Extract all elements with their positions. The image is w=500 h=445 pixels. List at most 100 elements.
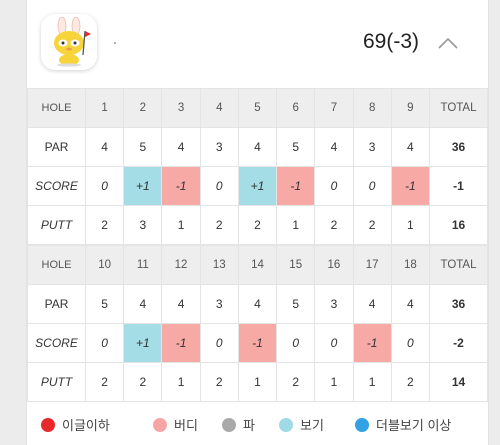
- player-avatar: [41, 14, 97, 70]
- legend-dot-icon: [41, 417, 55, 432]
- par-value: 5: [276, 127, 316, 167]
- putt-value: 2: [237, 205, 278, 245]
- par-value: 4: [161, 284, 201, 324]
- par-total: 36: [429, 284, 488, 324]
- score-value: 0: [276, 323, 316, 363]
- par-value: 3: [199, 127, 239, 167]
- score-value: 0: [314, 323, 354, 363]
- putt-value: 2: [84, 205, 125, 245]
- total-label: TOTAL: [429, 245, 488, 285]
- putt-value: 2: [352, 205, 392, 245]
- score-value-birdie: -1: [237, 323, 278, 363]
- rabbit-golfer-avatar-icon: [54, 17, 91, 67]
- par-label: PAR: [27, 127, 86, 167]
- legend-label: 버디: [174, 418, 198, 433]
- putt-total: 14: [429, 362, 488, 402]
- par-label: PAR: [27, 284, 86, 324]
- putt-value: 3: [123, 205, 163, 245]
- score-label: SCORE: [27, 166, 86, 206]
- score-value: 0: [199, 323, 239, 363]
- legend-dot-icon: [355, 417, 369, 432]
- legend-item-double-bogey: 더블보기 이상: [355, 415, 451, 434]
- putt-label: PUTT: [27, 362, 86, 402]
- putt-value: 1: [390, 205, 431, 245]
- par-total: 36: [429, 127, 488, 167]
- putt-value: 2: [276, 362, 316, 402]
- hole-row: HOLE 1 2 3 4 5 6 7 8 9 TOTAL: [27, 88, 488, 128]
- putt-value: 1: [237, 362, 278, 402]
- score-value-birdie: -1: [390, 166, 431, 206]
- score-value-birdie: -1: [161, 323, 201, 363]
- par-value: 3: [314, 284, 354, 324]
- putt-value: 2: [314, 205, 354, 245]
- par-value: 4: [123, 284, 163, 324]
- hole-number: 8: [352, 88, 392, 128]
- total-label: TOTAL: [429, 88, 488, 128]
- hole-number: 13: [199, 245, 239, 285]
- legend-item-birdie: 버디: [153, 415, 198, 434]
- putt-value: 2: [390, 362, 431, 402]
- par-value: 4: [390, 127, 431, 167]
- score-value: 0: [352, 166, 392, 206]
- score-label: SCORE: [27, 323, 86, 363]
- score-row: SCORE 0 +1 -1 0 +1 -1 0 0 -1 -1: [27, 166, 488, 206]
- hole-number: 11: [123, 245, 163, 285]
- hole-number: 16: [314, 245, 354, 285]
- hole-label: HOLE: [27, 245, 86, 285]
- hole-number: 18: [390, 245, 431, 285]
- putt-label: PUTT: [27, 205, 86, 245]
- putt-total: 16: [429, 205, 488, 245]
- putt-value: 2: [199, 362, 239, 402]
- putt-value: 1: [161, 362, 201, 402]
- score-value-bogey: +1: [237, 166, 278, 206]
- hole-number: 3: [161, 88, 201, 128]
- legend-item-bogey: 보기: [279, 415, 324, 434]
- putt-row: PUTT 2 3 1 2 2 1 2 2 1 16: [27, 205, 488, 245]
- back-nine-table: HOLE 10 11 12 13 14 15 16 17 18 TOTAL PA…: [27, 245, 488, 402]
- legend-label: 더블보기 이상: [376, 418, 452, 433]
- legend-label: 이글이하: [62, 418, 110, 433]
- dot-mark: [114, 42, 116, 44]
- putt-value: 1: [352, 362, 392, 402]
- score-value: 0: [314, 166, 354, 206]
- par-value: 4: [237, 127, 278, 167]
- putt-value: 2: [123, 362, 163, 402]
- putt-row: PUTT 2 2 1 2 1 2 1 1 2 14: [27, 362, 488, 402]
- hole-number: 4: [199, 88, 239, 128]
- chevron-up-icon[interactable]: [437, 36, 459, 50]
- par-value: 4: [161, 127, 201, 167]
- par-value: 5: [276, 284, 316, 324]
- par-value: 3: [352, 127, 392, 167]
- putt-value: 2: [199, 205, 239, 245]
- par-row: PAR 5 4 4 3 4 5 3 4 4 36: [27, 284, 488, 324]
- par-value: 4: [352, 284, 392, 324]
- hole-number: 14: [237, 245, 278, 285]
- legend-label: 보기: [300, 418, 324, 433]
- putt-value: 1: [161, 205, 201, 245]
- score-value: 0: [84, 323, 125, 363]
- score-value: 0: [199, 166, 239, 206]
- hole-number: 12: [161, 245, 201, 285]
- score-row: SCORE 0 +1 -1 0 -1 0 0 -1 0 -2: [27, 323, 488, 363]
- par-value: 4: [84, 127, 125, 167]
- score-value: 0: [390, 323, 431, 363]
- score-value-bogey: +1: [123, 166, 163, 206]
- score-value-birdie: -1: [161, 166, 201, 206]
- par-value: 5: [84, 284, 125, 324]
- scorecard-panel: 69(-3) HOLE 1 2 3 4 5 6 7 8 9 TOTAL PAR …: [26, 0, 489, 445]
- legend-item-par: 파: [222, 415, 255, 434]
- total-score: 69(-3): [363, 30, 420, 53]
- par-value: 4: [314, 127, 354, 167]
- hole-number: 7: [314, 88, 354, 128]
- legend-dot-icon: [279, 417, 293, 432]
- hole-number: 17: [352, 245, 392, 285]
- par-row: PAR 4 5 4 3 4 5 4 3 4 36: [27, 127, 488, 167]
- scorecard-header[interactable]: 69(-3): [27, 0, 488, 88]
- legend-dot-icon: [222, 417, 236, 432]
- score-value-bogey: +1: [123, 323, 163, 363]
- par-value: 4: [237, 284, 278, 324]
- score-value: 0: [84, 166, 125, 206]
- putt-value: 2: [84, 362, 125, 402]
- legend-label: 파: [243, 418, 255, 433]
- par-value: 3: [199, 284, 239, 324]
